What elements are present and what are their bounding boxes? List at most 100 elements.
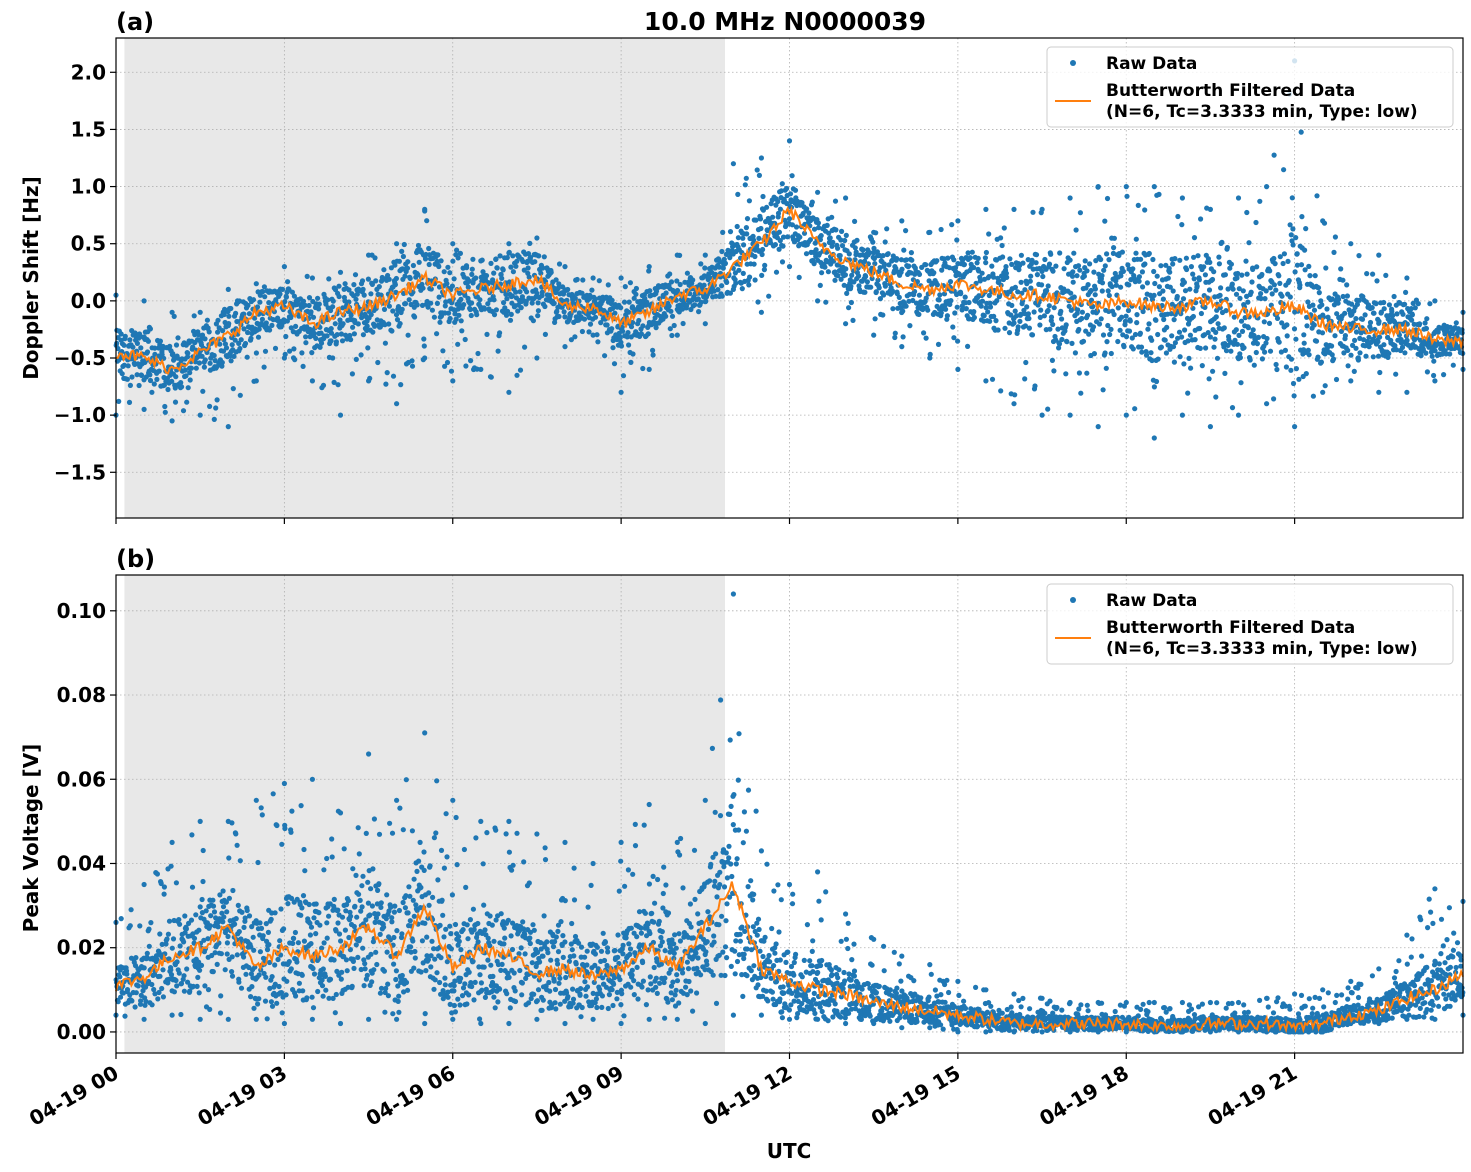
raw-data-point	[457, 250, 463, 256]
raw-data-point	[1259, 271, 1265, 278]
raw-data-point	[407, 918, 413, 924]
raw-data-point	[482, 994, 488, 1001]
raw-data-point	[1330, 356, 1337, 362]
raw-data-point	[955, 338, 961, 344]
raw-data-point	[257, 920, 263, 926]
raw-data-point	[1078, 390, 1084, 396]
raw-data-point	[1040, 273, 1046, 280]
raw-data-point	[1086, 331, 1092, 337]
raw-data-point	[331, 957, 337, 963]
raw-data-point	[333, 339, 339, 345]
raw-data-point	[332, 321, 338, 327]
raw-data-point	[832, 198, 839, 204]
raw-data-point	[1012, 392, 1018, 398]
raw-data-point	[350, 324, 356, 330]
raw-data-point	[1450, 362, 1456, 368]
raw-data-point	[400, 827, 406, 833]
raw-data-point	[789, 173, 795, 179]
raw-data-point	[272, 910, 278, 916]
raw-data-point	[438, 258, 444, 264]
raw-data-point	[514, 258, 520, 264]
raw-data-point	[360, 873, 366, 879]
raw-data-point	[1104, 251, 1110, 257]
raw-data-point	[742, 182, 748, 188]
raw-data-point	[899, 218, 905, 224]
raw-data-point	[674, 278, 680, 284]
raw-data-point	[1077, 267, 1083, 273]
raw-data-point	[452, 921, 459, 928]
raw-data-point	[604, 322, 610, 328]
raw-data-point	[304, 995, 310, 1001]
raw-data-point	[478, 366, 484, 372]
raw-data-point	[197, 967, 203, 973]
raw-data-point	[424, 934, 430, 940]
raw-data-point	[433, 830, 439, 836]
raw-data-point	[885, 251, 891, 257]
raw-data-point	[220, 904, 227, 910]
raw-data-point	[1079, 315, 1085, 322]
raw-data-point	[587, 321, 594, 327]
raw-data-point	[963, 306, 969, 312]
raw-data-point	[449, 892, 455, 898]
raw-data-point	[640, 978, 647, 984]
raw-data-point	[426, 890, 432, 896]
raw-data-point	[1174, 293, 1180, 300]
raw-data-point	[241, 311, 247, 317]
raw-data-point	[1216, 261, 1222, 267]
raw-data-point	[1105, 288, 1111, 294]
raw-data-point	[393, 312, 400, 318]
raw-data-point	[1393, 371, 1399, 377]
raw-data-point	[702, 252, 708, 258]
raw-data-point	[493, 256, 499, 262]
raw-data-point	[263, 320, 269, 326]
raw-data-point	[370, 866, 376, 872]
raw-data-point	[244, 907, 250, 914]
raw-data-point	[652, 900, 658, 906]
raw-data-point	[1357, 350, 1363, 356]
raw-data-point	[195, 332, 202, 338]
raw-data-point	[938, 226, 944, 233]
raw-data-point	[615, 954, 621, 960]
raw-data-point	[1007, 256, 1013, 262]
raw-data-point	[1122, 318, 1128, 324]
raw-data-point	[428, 300, 434, 306]
raw-data-point	[889, 288, 896, 294]
raw-data-point	[448, 931, 454, 937]
raw-data-point	[241, 326, 247, 332]
raw-data-point	[392, 903, 398, 909]
raw-data-point	[982, 255, 989, 261]
raw-data-point	[934, 258, 940, 264]
raw-data-point	[315, 295, 321, 301]
raw-data-point	[862, 289, 868, 295]
raw-data-point	[734, 223, 740, 230]
legend-filtered-label-a: Butterworth Filtered Data	[1106, 81, 1355, 101]
raw-data-point	[267, 327, 273, 333]
raw-data-point	[906, 263, 912, 269]
raw-data-point	[415, 272, 421, 278]
raw-data-point	[1264, 335, 1270, 342]
raw-data-point	[1186, 355, 1192, 361]
raw-data-point	[1331, 249, 1337, 255]
raw-data-point	[291, 935, 297, 942]
raw-data-point	[442, 975, 448, 981]
raw-data-point	[1236, 332, 1242, 338]
raw-data-point	[983, 260, 989, 266]
raw-data-point	[532, 259, 538, 265]
raw-data-point	[684, 303, 690, 309]
raw-data-point	[283, 333, 289, 340]
raw-data-point	[1264, 184, 1270, 190]
raw-data-point	[612, 310, 618, 316]
raw-data-point	[337, 412, 344, 418]
raw-data-point	[590, 332, 596, 338]
raw-data-point	[313, 901, 319, 907]
raw-data-point	[1108, 350, 1114, 357]
raw-data-point	[746, 282, 752, 288]
raw-data-point	[393, 289, 399, 295]
raw-data-point	[955, 366, 961, 372]
raw-data-point	[1216, 254, 1222, 260]
raw-data-point	[1172, 340, 1178, 346]
raw-data-point	[882, 239, 888, 245]
raw-data-point	[550, 944, 557, 950]
raw-data-point	[347, 332, 353, 339]
raw-data-point	[916, 311, 922, 317]
